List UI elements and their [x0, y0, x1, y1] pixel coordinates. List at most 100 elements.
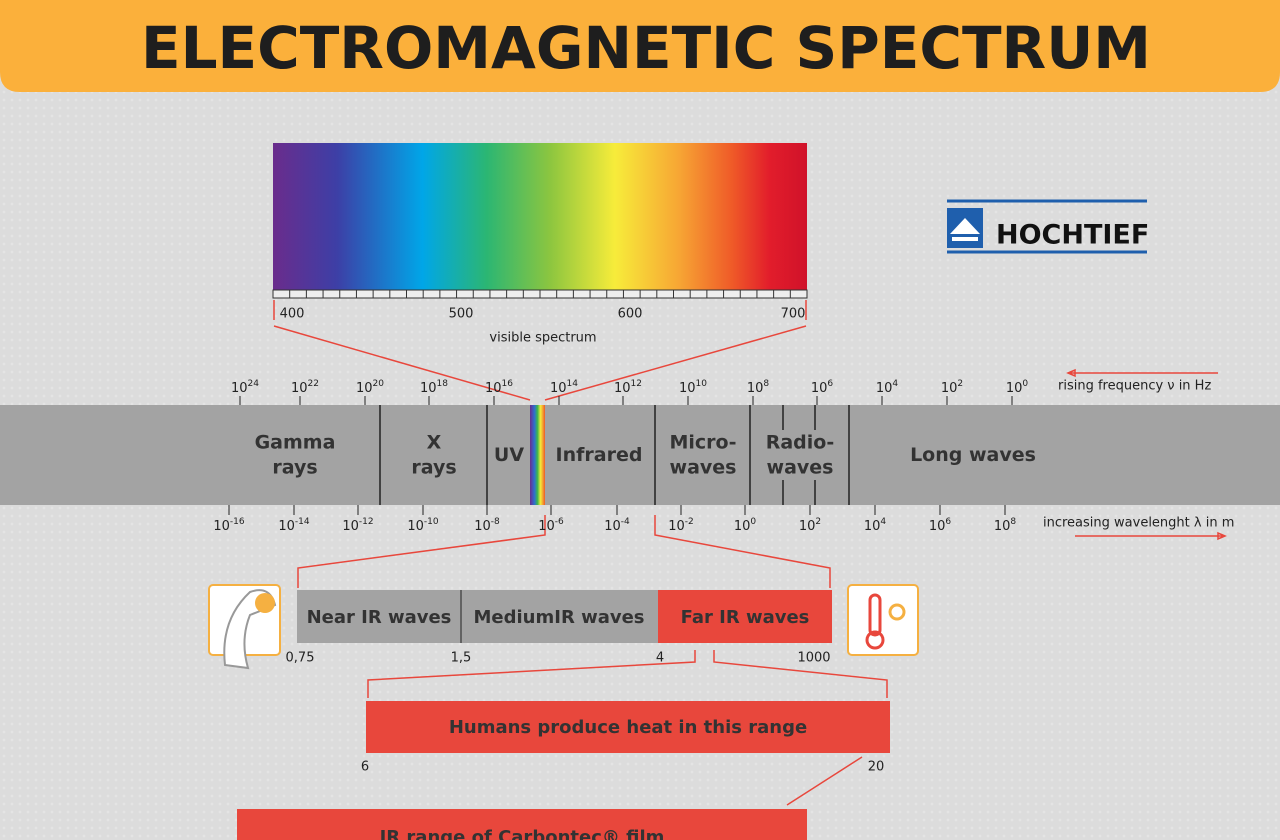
wavelength-tick: 10-14 — [278, 517, 310, 534]
band-label: Radio-waves — [766, 431, 835, 478]
wavelength-tick: 10-12 — [342, 517, 373, 534]
base: 10 — [811, 381, 828, 396]
exponent: 0 — [750, 517, 756, 527]
wavelength-tick: 106 — [929, 517, 952, 534]
exponent: 6 — [827, 379, 833, 389]
frequency-tick: 1020 — [356, 379, 384, 396]
frequency-tick: 100 — [1006, 379, 1029, 396]
base: 10 — [799, 519, 816, 534]
title: ELECTROMAGNETIC SPECTRUM — [141, 14, 1151, 82]
visible-tick: 500 — [449, 307, 474, 322]
humans-label: Humans produce heat in this range — [449, 717, 807, 738]
band-line: UV — [494, 444, 524, 466]
exponent: -6 — [555, 517, 564, 527]
ir-segment: MediumIR waves — [474, 607, 645, 628]
wavelength-tick: 104 — [864, 517, 887, 534]
frequency-caption: rising frequency ν in Hz — [1058, 379, 1211, 394]
exponent: 12 — [631, 379, 642, 389]
base: 10 — [994, 519, 1011, 534]
ir-tick: 4 — [656, 651, 664, 666]
wavelength-tick: 10-8 — [474, 517, 500, 534]
base: 10 — [291, 381, 308, 396]
carbontec-label: IR range of Carbontec® film — [380, 827, 665, 840]
exponent: 16 — [502, 379, 514, 389]
wavelength-tick: 10-6 — [538, 517, 564, 534]
wavelength-tick: 10-2 — [668, 517, 694, 534]
visible-tick: 700 — [781, 307, 806, 322]
band-line: Long waves — [910, 444, 1036, 466]
frequency-tick: 1012 — [614, 379, 642, 396]
base: 10 — [420, 381, 437, 396]
logo: HOCHTIEF — [947, 199, 1149, 254]
logo-text: HOCHTIEF — [996, 220, 1149, 251]
base: 10 — [278, 519, 295, 534]
base: 10 — [604, 519, 621, 534]
visible-caption: visible spectrum — [489, 331, 596, 346]
base: 10 — [747, 381, 764, 396]
base: 10 — [1006, 381, 1023, 396]
band-line: waves — [670, 456, 737, 478]
arrow — [1075, 531, 1227, 541]
exponent: -10 — [424, 517, 439, 527]
base: 10 — [342, 519, 359, 534]
humans-tick: 6 — [361, 760, 369, 775]
base: 10 — [407, 519, 424, 534]
exponent: 8 — [763, 379, 769, 389]
frequency-tick: 108 — [747, 379, 770, 396]
exponent: 18 — [437, 379, 449, 389]
base: 10 — [876, 381, 893, 396]
visible-strip — [530, 405, 545, 505]
base: 10 — [231, 381, 248, 396]
visible-spectrum — [273, 143, 807, 290]
exponent: 22 — [308, 379, 319, 389]
title-bar — [0, 0, 1280, 92]
band-line: rays — [272, 456, 317, 478]
frequency-tick: 1016 — [485, 379, 513, 396]
ir-tick: 0,75 — [286, 651, 315, 666]
wavelength-tick: 10-16 — [213, 517, 245, 534]
exponent: 8 — [1010, 517, 1016, 527]
exponent: 6 — [945, 517, 951, 527]
base: 10 — [941, 381, 958, 396]
thermometer-icon — [847, 584, 919, 656]
connector — [273, 300, 807, 401]
exponent: 4 — [892, 379, 898, 389]
base: 10 — [474, 519, 491, 534]
ruler-ticks — [272, 290, 808, 298]
ir-tick: 1000 — [797, 651, 830, 666]
band-line: Gamma — [255, 431, 336, 453]
humans-tick: 20 — [868, 760, 885, 775]
frequency-tick: 102 — [941, 379, 963, 396]
connector — [367, 650, 888, 698]
base: 10 — [929, 519, 946, 534]
band-line: Micro- — [670, 431, 737, 453]
wavelength-tick: 100 — [734, 517, 757, 534]
ir-segment: Near IR waves — [307, 607, 452, 628]
exponent: 14 — [567, 379, 579, 389]
frequency-tick: 1010 — [679, 379, 707, 396]
band-label: Long waves — [910, 444, 1036, 466]
base: 10 — [485, 381, 502, 396]
exponent: 24 — [248, 379, 260, 389]
base: 10 — [864, 519, 881, 534]
base: 10 — [550, 381, 567, 396]
wavelength-tick: 108 — [994, 517, 1017, 534]
connector — [786, 756, 863, 806]
exponent: 10 — [696, 379, 708, 389]
band-label: Micro-waves — [670, 431, 737, 478]
frequency-tick: 1014 — [550, 379, 578, 396]
exponent: 2 — [957, 379, 963, 389]
far-ir-bar — [658, 590, 832, 643]
base: 10 — [668, 519, 685, 534]
visible-tick: 400 — [280, 307, 305, 322]
base: 10 — [213, 519, 230, 534]
exponent: 4 — [880, 517, 886, 527]
carbontec-bar — [237, 809, 807, 840]
base: 10 — [356, 381, 373, 396]
band-line: X — [427, 431, 442, 453]
exponent: -4 — [621, 517, 630, 527]
wavelength-tick: 102 — [799, 517, 821, 534]
connector — [297, 515, 831, 588]
